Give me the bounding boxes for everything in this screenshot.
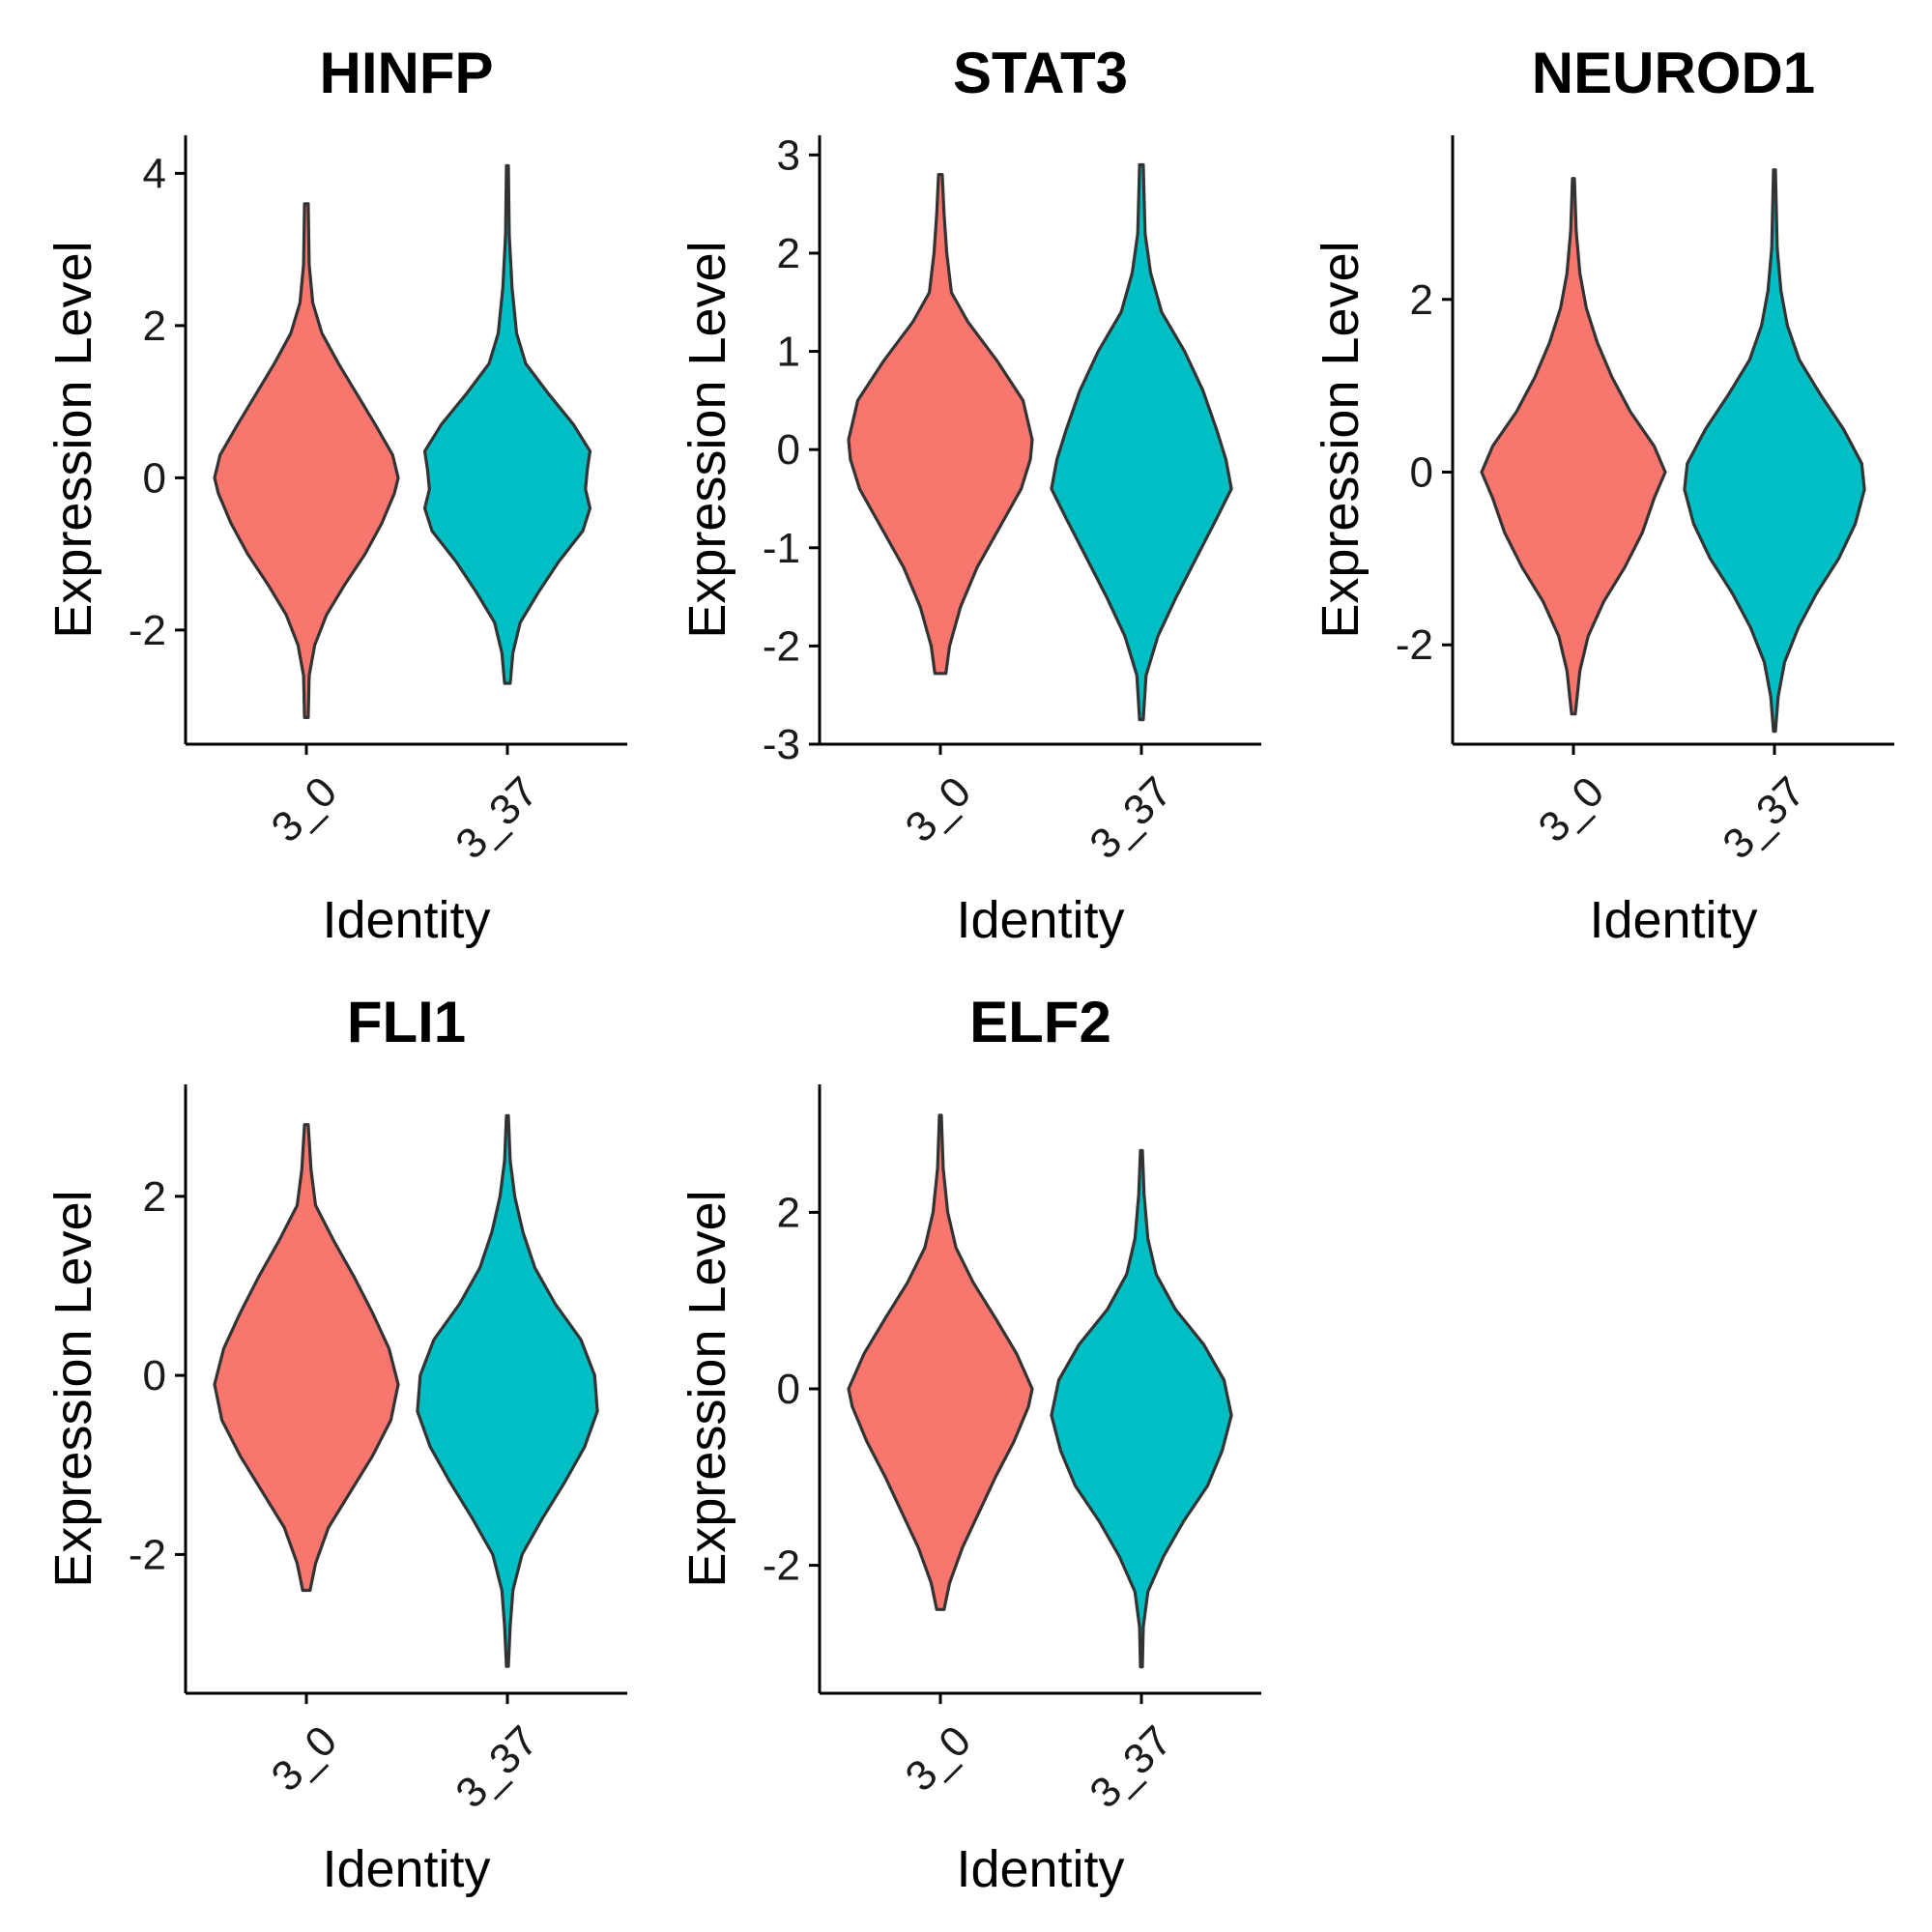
violin-panel-hinfp: HINFP -2 0 2 4 3_0 3_37 Identity Expression Leve…	[44, 41, 627, 949]
violin-3_37	[1683, 168, 1866, 734]
violin-panel-elf2: ELF2 -2 0 2 3_0 3_37 Identity Expression Level	[678, 990, 1261, 1898]
violin-3_0	[213, 1123, 400, 1593]
y-tick-label: 0	[777, 1366, 800, 1413]
x-tick-label: 3_0	[897, 767, 981, 851]
y-tick-label: -1	[763, 525, 800, 572]
y-axis-label: Expression Level	[44, 1190, 102, 1587]
y-tick-label: 2	[143, 303, 166, 350]
panel-title: FLI1	[347, 990, 466, 1054]
x-axis-label: Identity	[322, 891, 490, 949]
violin-3_37	[1050, 1148, 1233, 1669]
y-tick-label: -2	[763, 622, 800, 670]
y-tick-label: -2	[129, 1531, 166, 1578]
y-tick-label: 2	[1410, 276, 1433, 324]
y-axis-label: Expression Level	[678, 1190, 736, 1587]
violin-3_37	[1050, 162, 1233, 722]
x-tick-label: 3_37	[1714, 767, 1814, 868]
panel-title: NEUROD1	[1532, 41, 1815, 105]
panel-title: ELF2	[969, 990, 1111, 1054]
y-tick-label: -2	[129, 607, 166, 654]
x-axis-label: Identity	[956, 1840, 1124, 1898]
y-tick-label: 4	[143, 150, 166, 197]
panel-title: HINFP	[320, 41, 494, 105]
violin-3_0	[847, 1113, 1034, 1611]
y-tick-label: -3	[763, 721, 800, 768]
violin-3_0	[847, 173, 1034, 676]
violin-3_37	[416, 1113, 599, 1668]
x-tick-label: 3_37	[447, 767, 547, 868]
y-tick-label: 0	[1410, 449, 1433, 497]
y-tick-label: 2	[143, 1173, 166, 1221]
y-tick-label: 2	[777, 230, 800, 277]
x-axis-label: Identity	[956, 891, 1124, 949]
y-tick-label: -2	[1396, 621, 1433, 669]
panel-title: STAT3	[953, 41, 1128, 105]
violin-panel-neurod1: NEUROD1 -2 0 2 3_0 3_37 Identity Expression Lev…	[1312, 41, 1894, 949]
violin-panel-stat3: STAT3 -3 -2 -1 0 1 2 3 3_0 3_37 Identity Expression…	[678, 41, 1261, 949]
x-axis-label: Identity	[1589, 891, 1757, 949]
y-tick-label: 3	[777, 131, 800, 179]
x-tick-label: 3_37	[1081, 767, 1181, 868]
violin-3_0	[213, 202, 400, 719]
y-tick-label: 2	[777, 1189, 800, 1236]
y-axis-label: Expression Level	[678, 241, 736, 638]
violin-3_37	[422, 163, 592, 685]
x-axis-label: Identity	[322, 1840, 490, 1898]
y-tick-label: 0	[777, 426, 800, 474]
x-tick-label: 3_0	[263, 1716, 347, 1801]
y-tick-label: 0	[143, 1352, 166, 1399]
x-tick-label: 3_0	[1530, 767, 1614, 851]
violin-panel-fli1: FLI1 -2 0 2 3_0 3_37 Identity Expression Level	[44, 990, 627, 1898]
y-tick-label: 1	[777, 329, 800, 376]
x-tick-label: 3_0	[897, 1716, 981, 1801]
y-tick-label: -2	[763, 1543, 800, 1590]
x-tick-label: 3_37	[447, 1716, 547, 1817]
violin-3_0	[1480, 177, 1667, 716]
y-axis-label: Expression Level	[1312, 241, 1370, 638]
y-axis-label: Expression Level	[44, 241, 102, 638]
x-tick-label: 3_37	[1081, 1716, 1181, 1817]
y-tick-label: 0	[143, 454, 166, 502]
x-tick-label: 3_0	[263, 767, 347, 851]
